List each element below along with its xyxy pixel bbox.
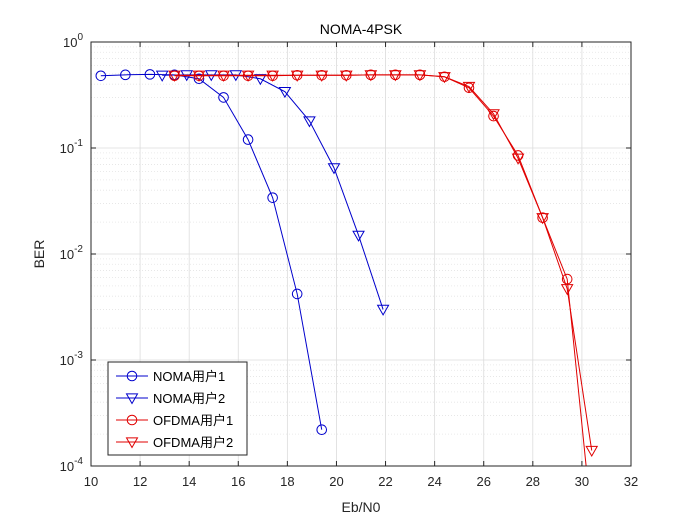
legend-label: NOMA用户1 <box>153 369 225 384</box>
x-tick-label: 26 <box>476 474 490 489</box>
x-tick-label: 12 <box>133 474 147 489</box>
data-point <box>192 70 206 82</box>
data-point <box>315 70 329 82</box>
data-point <box>536 213 549 225</box>
data-point <box>327 163 341 175</box>
data-point <box>120 69 131 81</box>
data-point <box>217 70 230 82</box>
x-tick-label: 18 <box>280 474 294 489</box>
data-point <box>585 445 599 458</box>
data-point <box>267 192 278 203</box>
x-tick-label: 22 <box>378 474 392 489</box>
data-point <box>193 73 205 85</box>
y-tick-label: 100 <box>63 32 83 50</box>
legend-label: OFDMA用户2 <box>153 435 233 450</box>
data-point <box>241 70 255 82</box>
data-point <box>95 70 107 82</box>
data-point <box>352 230 365 242</box>
legend-marker <box>125 393 139 405</box>
data-point <box>560 284 574 296</box>
data-point <box>376 304 390 316</box>
axis-ticks: 10 12 14 16 18 20 22 24 26 28 30 32 10-4 10-3 10-2 10-1… <box>60 32 639 489</box>
series-line <box>174 74 593 451</box>
legend-label: OFDMA用户1 <box>153 413 233 428</box>
data-point <box>561 273 573 285</box>
x-tick-label: 24 <box>427 474 441 489</box>
data-point <box>266 70 279 82</box>
data-point <box>303 116 316 128</box>
legend-marker <box>126 370 138 382</box>
legend-marker <box>125 437 139 449</box>
data-point <box>144 69 156 80</box>
legend-marker <box>126 414 138 426</box>
series-line <box>100 73 323 430</box>
data-point <box>291 288 303 300</box>
x-tick-label: 30 <box>575 474 589 489</box>
data-point <box>242 134 254 145</box>
y-tick-label: 10-2 <box>60 244 84 262</box>
data-point <box>413 70 427 82</box>
series-layer <box>95 69 599 466</box>
data-point <box>278 87 292 99</box>
legend-label: NOMA用户2 <box>153 391 225 406</box>
series-4 <box>168 70 599 458</box>
data-point <box>290 70 304 82</box>
data-point <box>218 92 229 103</box>
legend: NOMA用户1 NOMA用户2 OFDMA用户1 OFDMA用户2 <box>107 361 248 456</box>
x-axis-title: Eb/N0 <box>342 499 381 515</box>
chart-title: NOMA-4PSK <box>320 21 403 37</box>
data-point <box>168 70 181 82</box>
data-point <box>339 70 353 82</box>
y-tick-label: 10-1 <box>60 138 84 156</box>
legend-box <box>107 361 248 456</box>
data-point <box>364 70 378 82</box>
data-point <box>438 72 451 84</box>
x-tick-label: 14 <box>182 474 196 489</box>
x-tick-label: 28 <box>526 474 540 489</box>
x-tick-label: 10 <box>84 474 98 489</box>
y-tick-label: 10-3 <box>60 350 84 368</box>
data-point <box>389 70 402 82</box>
data-point <box>488 110 499 122</box>
x-tick-label: 32 <box>624 474 638 489</box>
data-point <box>155 70 169 82</box>
x-tick-label: 16 <box>231 474 245 489</box>
data-point <box>254 74 267 86</box>
y-axis-title: BER <box>31 240 47 269</box>
data-point <box>487 109 500 121</box>
data-point <box>462 81 476 94</box>
y-tick-label: 10-4 <box>60 456 84 474</box>
data-point <box>316 424 328 436</box>
x-tick-label: 20 <box>329 474 343 489</box>
data-point <box>511 153 525 165</box>
